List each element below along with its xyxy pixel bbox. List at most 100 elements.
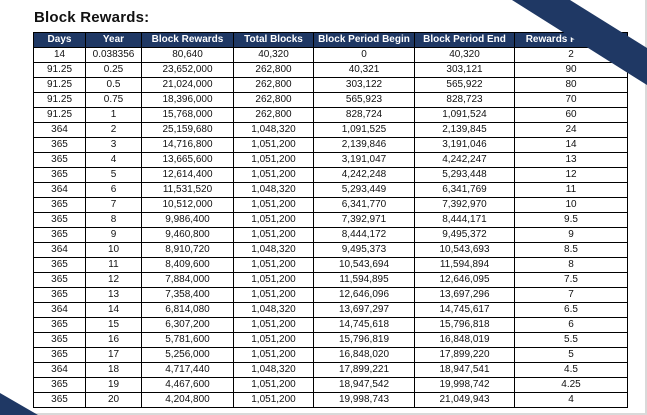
table-cell: 12 — [85, 272, 142, 288]
table-cell: 15,768,000 — [141, 107, 234, 123]
table-cell: 1,051,200 — [233, 152, 314, 168]
table-cell: 4,717,440 — [141, 362, 234, 378]
table-cell: 7.5 — [514, 272, 628, 288]
table-cell: 14,745,617 — [414, 302, 515, 318]
header-row: Days Year Block Rewards Total Blocks Block P… — [33, 32, 628, 48]
table-cell: 8 — [514, 257, 628, 273]
table-cell: 14 — [33, 47, 86, 63]
table-cell: 80,640 — [141, 47, 234, 63]
table-cell: 5.5 — [514, 332, 628, 348]
table-cell: 365 — [33, 392, 86, 408]
table-row: 365 11 8,409,600 1,051,200 10,543,694 11,594,… — [33, 257, 628, 273]
table-cell: 21,049,943 — [414, 392, 515, 408]
table-row: 365 7 10,512,000 1,051,200 6,341,770 7,392,97… — [33, 197, 628, 213]
table-cell: 7,392,971 — [313, 212, 415, 228]
table-cell: 17,899,221 — [313, 362, 415, 378]
table-cell: 365 — [33, 377, 86, 393]
table-cell: 13 — [85, 287, 142, 303]
table-row: 91.25 0.25 23,652,000 262,800 40,321 303,121 9… — [33, 62, 628, 78]
table-row: 365 16 5,781,600 1,051,200 15,796,819 16,848,… — [33, 332, 628, 348]
table-cell: 6 — [514, 317, 628, 333]
table-cell: 19,998,743 — [313, 392, 415, 408]
table-cell: 2,139,846 — [313, 137, 415, 153]
table-cell: 10,543,693 — [414, 242, 515, 258]
table-cell: 5 — [85, 167, 142, 183]
table-cell: 11 — [514, 182, 628, 198]
table-cell: 14,716,800 — [141, 137, 234, 153]
table-cell: 4 — [514, 392, 628, 408]
table-cell: 1,051,200 — [233, 197, 314, 213]
table-cell: 21,024,000 — [141, 77, 234, 93]
table-cell: 9,495,373 — [313, 242, 415, 258]
table-cell: 1,048,320 — [233, 302, 314, 318]
table-cell: 40,320 — [233, 47, 314, 63]
table-cell: 91.25 — [33, 77, 86, 93]
table-cell: 23,652,000 — [141, 62, 234, 78]
table-row: 365 20 4,204,800 1,051,200 19,998,743 21,049,… — [33, 392, 628, 408]
table-cell: 1,051,200 — [233, 317, 314, 333]
table-row: 365 15 6,307,200 1,051,200 14,745,618 15,796,… — [33, 317, 628, 333]
table-cell: 5,256,000 — [141, 347, 234, 363]
table-cell: 7,392,970 — [414, 197, 515, 213]
table-cell: 1,048,320 — [233, 182, 314, 198]
table-cell: 4.25 — [514, 377, 628, 393]
table-cell: 91.25 — [33, 92, 86, 108]
table-row: 365 19 4,467,600 1,051,200 18,947,542 19,998,… — [33, 377, 628, 393]
table-row: 364 18 4,717,440 1,048,320 17,899,221 18,947,… — [33, 362, 628, 378]
table-cell: 1,091,525 — [313, 122, 415, 138]
table-cell: 5,781,600 — [141, 332, 234, 348]
column-header: Total Blocks — [233, 32, 314, 48]
table-cell: 19,998,742 — [414, 377, 515, 393]
table-row: 14 0.038356 80,640 40,320 0 40,320 2 — [33, 47, 628, 63]
table-cell: 4 — [85, 152, 142, 168]
table-cell: 40,321 — [313, 62, 415, 78]
table-cell: 1,048,320 — [233, 362, 314, 378]
table-cell: 365 — [33, 287, 86, 303]
table-cell: 0 — [313, 47, 415, 63]
table-cell: 364 — [33, 122, 86, 138]
table-cell: 8,444,172 — [313, 227, 415, 243]
table-cell: 13 — [514, 152, 628, 168]
table-cell: 9,495,372 — [414, 227, 515, 243]
table-cell: 365 — [33, 227, 86, 243]
table-cell: 5,293,449 — [313, 182, 415, 198]
table-body: 14 0.038356 80,640 40,320 0 40,320 2 91.25 0.25 2… — [33, 47, 628, 408]
table-row: 364 6 11,531,520 1,048,320 5,293,449 6,341,76… — [33, 182, 628, 198]
block-rewards-table: Days Year Block Rewards Total Blocks Block P… — [33, 32, 628, 408]
table-cell: 8,444,171 — [414, 212, 515, 228]
table-row: 365 4 13,665,600 1,051,200 3,191,047 4,242,24… — [33, 152, 628, 168]
table-cell: 365 — [33, 137, 86, 153]
table-cell: 0.5 — [85, 77, 142, 93]
table-row: 365 8 9,986,400 1,051,200 7,392,971 8,444,171… — [33, 212, 628, 228]
table-cell: 262,800 — [233, 92, 314, 108]
table-cell: 2 — [85, 122, 142, 138]
table-cell: 10,512,000 — [141, 197, 234, 213]
table-cell: 18,947,541 — [414, 362, 515, 378]
table-cell: 9,460,800 — [141, 227, 234, 243]
table-row: 91.25 0.5 21,024,000 262,800 303,122 565,922 8… — [33, 77, 628, 93]
table-cell: 4.5 — [514, 362, 628, 378]
table-cell: 365 — [33, 332, 86, 348]
table-cell: 10 — [85, 242, 142, 258]
table-cell: 1,051,200 — [233, 287, 314, 303]
table-cell: 7 — [85, 197, 142, 213]
table-cell: 40,320 — [414, 47, 515, 63]
table-cell: 1,051,200 — [233, 227, 314, 243]
table-cell: 262,800 — [233, 62, 314, 78]
table-cell: 90 — [514, 62, 628, 78]
column-header: Block Period End — [414, 32, 515, 48]
table-cell: 365 — [33, 257, 86, 273]
table-cell: 3,191,046 — [414, 137, 515, 153]
table-cell: 1,051,200 — [233, 332, 314, 348]
table-row: 365 12 7,884,000 1,051,200 11,594,895 12,646,… — [33, 272, 628, 288]
table-cell: 365 — [33, 272, 86, 288]
table-cell: 6,307,200 — [141, 317, 234, 333]
table-cell: 3,191,047 — [313, 152, 415, 168]
table-cell: 828,724 — [313, 107, 415, 123]
table-row: 364 14 6,814,080 1,048,320 13,697,297 14,745,… — [33, 302, 628, 318]
table-row: 364 2 25,159,680 1,048,320 1,091,525 2,139,84… — [33, 122, 628, 138]
table-cell: 364 — [33, 302, 86, 318]
table-cell: 1,051,200 — [233, 392, 314, 408]
table-cell: 6,341,770 — [313, 197, 415, 213]
table-cell: 10,543,694 — [313, 257, 415, 273]
